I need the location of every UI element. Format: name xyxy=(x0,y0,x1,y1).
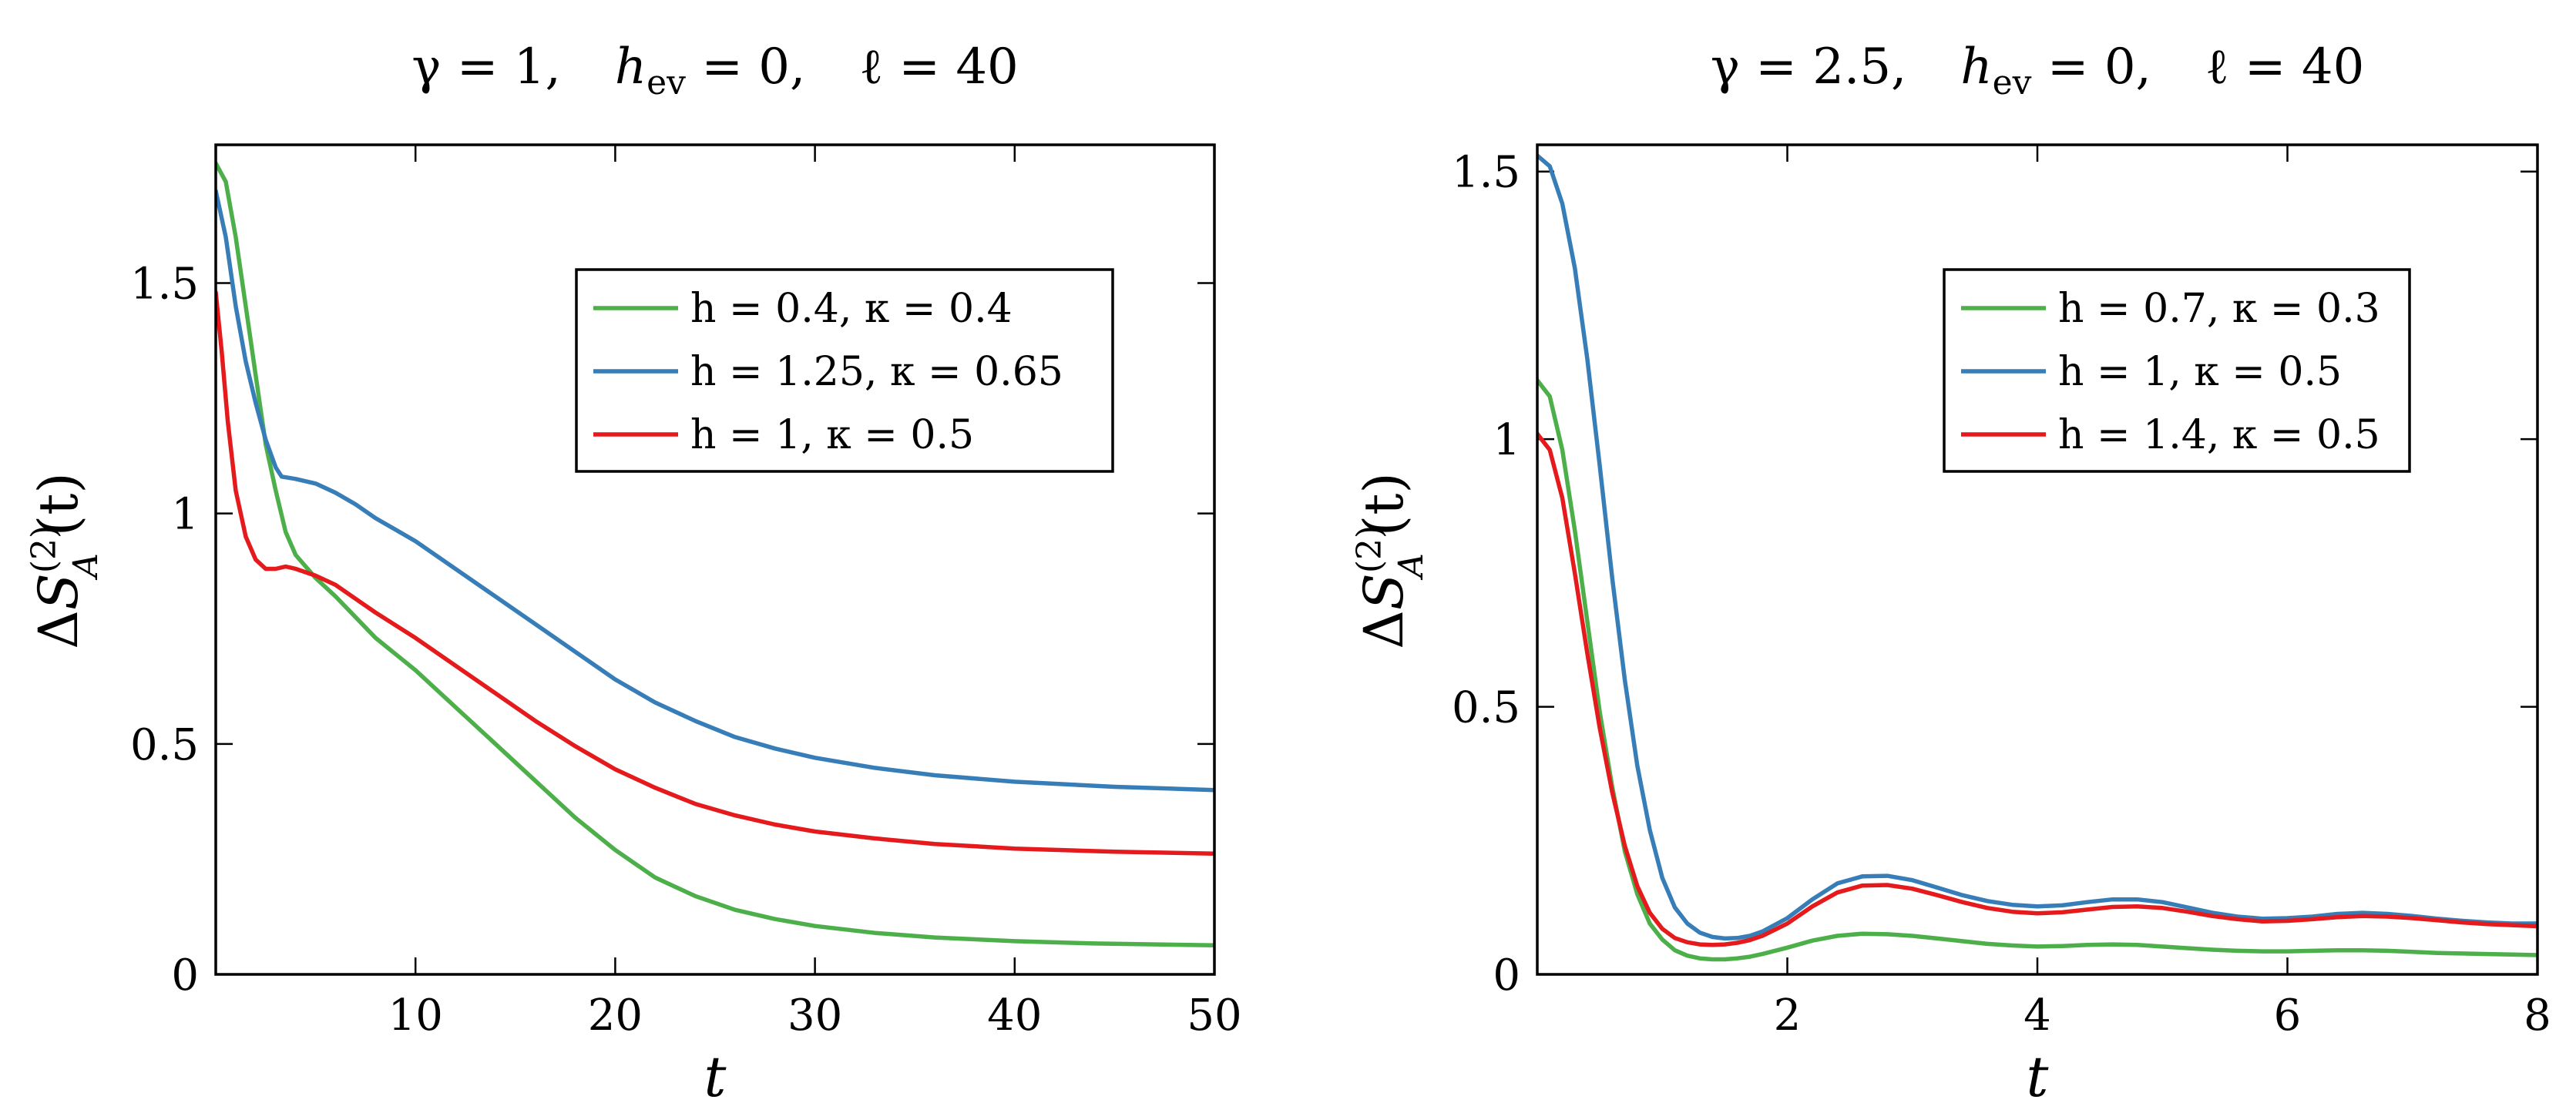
y-label-argument: (t) xyxy=(1352,472,1416,536)
chart-panel-right: γ = 2.5, hev = 0, ℓ = 40 2 4 6 8 0 0.5 1 1.5 t ΔS(2)… xyxy=(1350,39,2551,1103)
title-gamma: γ = 1, xyxy=(411,39,561,96)
y-tick-label: 1.5 xyxy=(130,260,199,310)
x-tick-label: 8 xyxy=(2524,991,2551,1041)
legend-label-3: h = 1.4, κ = 0.5 xyxy=(2058,412,2380,458)
y-axis-label: ΔS(2)A (t) xyxy=(1350,472,1431,649)
chart-panel-left: γ = 1, hev = 0, ℓ = 40 10 20 30 40 50 0 0.5 1 1.5 t Δ… xyxy=(25,39,1242,1103)
legend-label-1: h = 0.7, κ = 0.3 xyxy=(2058,286,2380,332)
series-line-3 xyxy=(216,290,1214,856)
y-tick-label: 0.5 xyxy=(1452,683,1520,733)
series-line-1 xyxy=(216,161,1214,948)
chart-title: γ = 1, hev = 0, ℓ = 40 xyxy=(411,39,1019,102)
x-tick-label: 20 xyxy=(588,991,643,1041)
series-line-1 xyxy=(1537,377,2537,962)
y-label-delta: Δ xyxy=(1352,610,1416,649)
y-label-subscript: A xyxy=(1392,553,1431,581)
y-tick-label: 0 xyxy=(1493,950,1520,1001)
y-tick-label: 0.5 xyxy=(130,720,199,770)
y-axis-label: ΔS(2)A (t) xyxy=(25,472,106,649)
x-tick-label: 50 xyxy=(1187,991,1241,1041)
title-h-value: = 0, xyxy=(686,39,805,96)
x-tick-label: 10 xyxy=(388,991,443,1041)
series-line-3 xyxy=(1537,431,2537,947)
legend: h = 0.4, κ = 0.4 h = 1.25, κ = 0.65 h = 1,… xyxy=(575,268,1114,473)
title-gamma: γ = 2.5, xyxy=(1711,39,1907,96)
x-tick-label: 2 xyxy=(1774,991,1802,1041)
series-line-2 xyxy=(216,189,1214,793)
x-axis-label: t xyxy=(704,1044,727,1103)
y-tick-label: 1.5 xyxy=(1452,148,1520,198)
y-tick-label: 1 xyxy=(171,490,199,540)
plot-frame xyxy=(1536,143,2539,976)
title-h: h xyxy=(615,39,647,96)
y-label-subscript: A xyxy=(66,553,106,581)
y-tick-label: 1 xyxy=(1493,415,1520,465)
y-label-s: S xyxy=(27,573,90,610)
x-tick-label: 6 xyxy=(2274,991,2302,1041)
x-tick-label: 30 xyxy=(788,991,842,1041)
y-label-argument: (t) xyxy=(27,472,90,536)
title-ell: ℓ = 40 xyxy=(859,39,1018,96)
y-label-superscript: (2) xyxy=(25,525,64,573)
plot-frame xyxy=(214,143,1216,976)
y-label-superscript: (2) xyxy=(1350,525,1389,573)
y-label-delta: Δ xyxy=(27,610,90,649)
title-h-subscript: ev xyxy=(1993,63,2032,102)
y-tick-label: 0 xyxy=(171,950,199,1001)
legend-label-3: h = 1, κ = 0.5 xyxy=(690,412,974,458)
legend: h = 0.7, κ = 0.3 h = 1, κ = 0.5 h = 1.4, κ… xyxy=(1943,268,2411,473)
title-h-value: = 0, xyxy=(2032,39,2151,96)
x-tick-label: 4 xyxy=(2024,991,2051,1041)
y-label-s: S xyxy=(1352,573,1416,610)
x-tick-label: 40 xyxy=(987,991,1042,1041)
title-h: h xyxy=(1960,39,1992,96)
x-axis-label: t xyxy=(2027,1044,2050,1103)
title-h-subscript: ev xyxy=(647,63,686,102)
legend-label-2: h = 1, κ = 0.5 xyxy=(2058,349,2342,395)
chart-title: γ = 2.5, hev = 0, ℓ = 40 xyxy=(1711,39,2365,102)
legend-label-2: h = 1.25, κ = 0.65 xyxy=(690,349,1063,395)
legend-label-1: h = 0.4, κ = 0.4 xyxy=(690,286,1013,332)
title-ell: ℓ = 40 xyxy=(2205,39,2364,96)
series-line-2 xyxy=(1537,153,2537,941)
